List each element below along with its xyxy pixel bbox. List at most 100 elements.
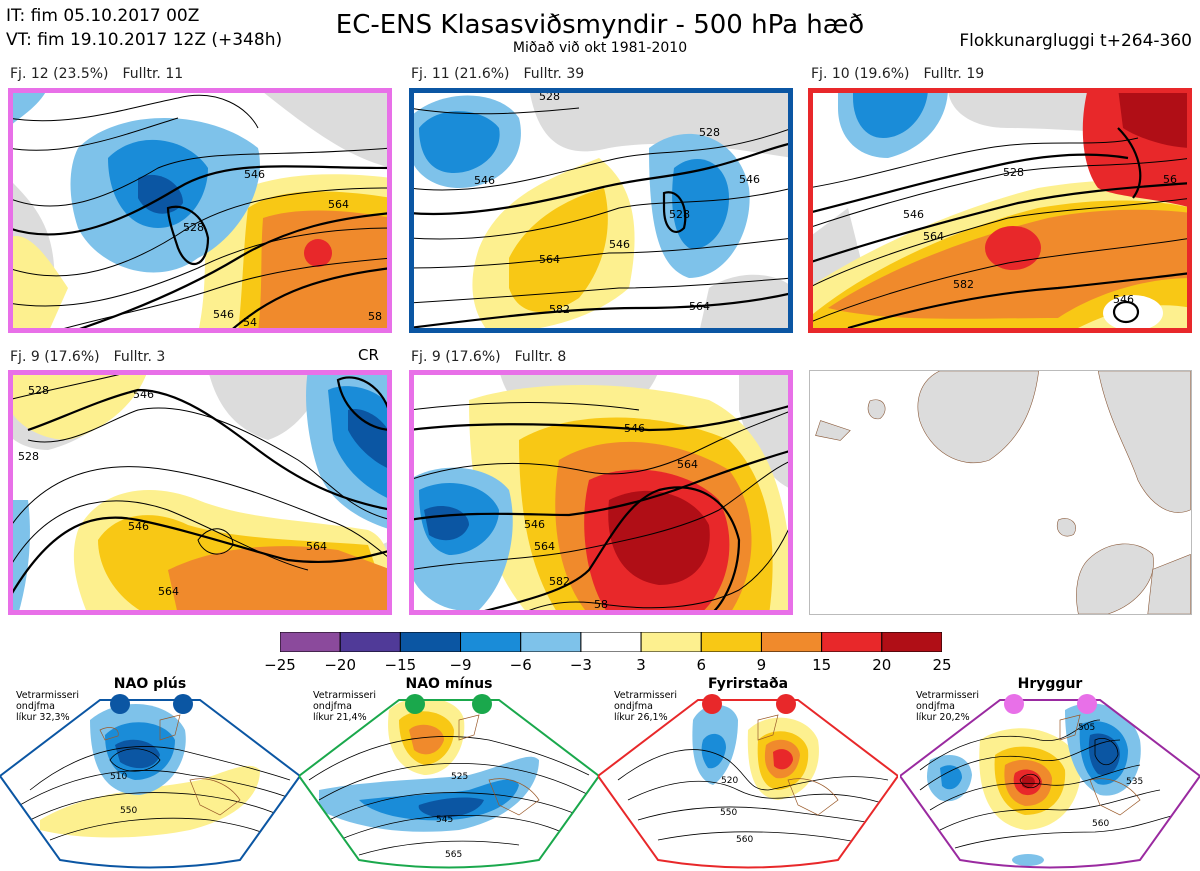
cluster-label: Fj. 11 (21.6%) [411,66,510,82]
contour-label: 520 [721,776,738,786]
contour-label: 58 [594,598,608,611]
colorbar-segment [280,632,341,652]
contour-label: 546 [474,174,495,187]
contour-label: 564 [158,585,179,598]
contour-label: 528 [539,90,560,103]
contour-label: 546 [624,422,645,435]
members-label: Fulltr. 19 [923,66,985,82]
regime-map-3: 520 550 560 [598,694,898,869]
regime-map-2: 525 545 565 [299,694,599,869]
anomaly-map-3: 528 546 564 582 546 56 [808,88,1192,333]
contour-label: 550 [720,808,737,818]
members-label: Fulltr. 3 [113,349,166,365]
panel-label-4: Fj. 9 (17.6%) Fulltr. 3 [10,349,165,365]
contour-label: 535 [1126,777,1143,787]
colorbar-tick-label: −9 [449,656,472,674]
anomaly-map-5: 546 564 546 564 582 58 [409,370,793,615]
contour-label: 565 [445,850,462,860]
colorbar-segment [339,632,401,652]
colorbar-tick-label: 20 [872,656,892,674]
regime-title-2: NAO mínus [405,676,493,692]
colorbar-tick-label: −3 [569,656,592,674]
regime-thumbnail-1: 510 550 [0,680,300,870]
members-label: Fulltr. 8 [514,349,567,365]
contour-label: 546 [128,520,149,533]
contour-label: 56 [1163,173,1177,186]
contour-label: 546 [1113,293,1134,306]
colorbar-segment [399,632,462,652]
contour-label: 546 [524,518,545,531]
colorbar-tick-label: 9 [756,656,767,674]
panel-label-1: Fj. 12 (23.5%) Fulltr. 11 [10,66,183,82]
colorbar-segment [520,632,582,652]
colorbar-segment [881,632,942,652]
contour-label: 564 [306,540,327,553]
contour-label: 545 [436,815,453,825]
cluster-map-panel-3: 528 546 564 582 546 56 [808,88,1192,333]
cluster-label: Fj. 12 (23.5%) [10,66,109,82]
contour-label: 550 [120,806,137,816]
colorbar-tick-label: 15 [812,656,832,674]
cluster-map-panel-1: 546 528 564 546 54 58 [8,88,392,333]
contour-label: 525 [451,772,468,782]
cluster-label: Fj. 10 (19.6%) [811,66,910,82]
colorbar-tick-label: −20 [324,656,356,674]
regime-thumbnail-3: 520 550 560 [598,680,898,870]
regime-map-1: 510 550 [0,694,300,869]
regime-thumbnail-4: 505 535 560 [900,680,1200,870]
contour-label: 564 [328,198,349,211]
regime-thumbnail-2: 525 545 565 [299,680,599,870]
colorbar-segment [580,632,642,652]
contour-label: 546 [739,173,760,186]
anomaly-map-1: 546 528 564 546 54 58 [8,88,392,333]
cluster-label: Fj. 9 (17.6%) [411,349,501,365]
contour-label: 528 [18,450,39,463]
contour-label: 528 [699,126,720,139]
colorbar-segment [460,632,522,652]
valid-time: VT: fim 19.10.2017 12Z (+348h) [6,30,283,50]
base-map-panel [809,370,1192,615]
regime-note-4: Vetrarmisseri ondjfma líkur 20,2% [916,690,979,723]
contour-label: 505 [1078,723,1095,733]
contour-label: 546 [903,208,924,221]
cluster-label: Fj. 9 (17.6%) [10,349,100,365]
base-map [815,371,1191,614]
contour-label: 54 [243,316,257,329]
contour-label: 560 [1092,819,1109,829]
contour-label: 58 [368,310,382,323]
contour-label: 564 [923,230,944,243]
colorbar-segment [640,632,702,652]
regime-title-3: Fyrirstaða [707,676,789,692]
colorbar-segment [821,632,883,652]
contour-label: 510 [110,772,127,782]
colorbar-tick-label: −6 [509,656,532,674]
colorbar-tick-label: −15 [384,656,417,674]
panel-label-5: Fj. 9 (17.6%) Fulltr. 8 [411,349,566,365]
anomaly-map-4: 528 546 546 564 564 528 [8,370,392,615]
colorbar-tick-label: 6 [696,656,707,674]
contour-label: 546 [244,168,265,181]
colorbar-segment [700,632,762,652]
colorbar-ticks: −25 −20 −15 −9 −6 −3 3 6 9 15 20 25 [0,656,1200,676]
contour-label: 528 [669,208,690,221]
cluster-map-panel-5: 546 564 546 564 582 58 [409,370,793,615]
contour-label: 528 [28,384,49,397]
contour-label: 546 [213,308,234,321]
contour-label: 546 [133,388,154,401]
contour-label: 560 [736,835,753,845]
colorbar-tick-label: −25 [264,656,296,674]
contour-label: 582 [953,278,974,291]
panel-label-3: Fj. 10 (19.6%) Fulltr. 19 [811,66,984,82]
contour-label: 564 [534,540,555,553]
panel-label-2: Fj. 11 (21.6%) Fulltr. 39 [411,66,584,82]
anomaly-map-2: 546 528 546 564 546 528 582 564 528 [409,88,793,333]
cluster-map-panel-2: 546 528 546 564 546 528 582 564 528 [409,88,793,333]
contour-label: 564 [689,300,710,313]
contour-label: 528 [183,221,204,234]
contour-label: 582 [549,303,570,316]
classification-window: Flokkunargluggi t+264-360 [959,31,1192,51]
regime-note-3: Vetrarmisseri ondjfma líkur 26,1% [614,690,677,723]
chart-subtitle: Miðað við okt 1981-2010 [512,40,688,56]
contour-label: 582 [549,575,570,588]
colorbar-segment [760,632,823,652]
